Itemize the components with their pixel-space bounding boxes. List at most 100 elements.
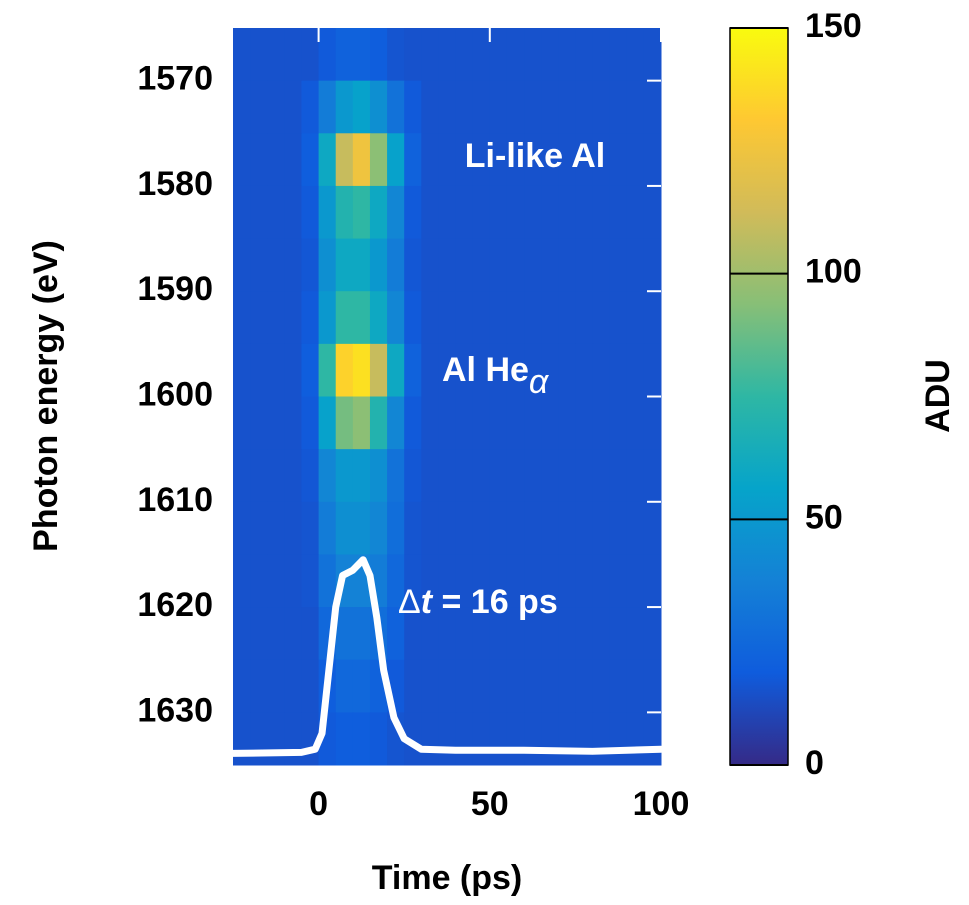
heatmap-cell <box>472 396 491 450</box>
heatmap-cell <box>541 291 559 345</box>
x-tick-label: 0 <box>309 785 328 823</box>
heatmap-cell <box>455 28 474 82</box>
heatmap-cell <box>643 80 662 134</box>
heatmap-cell <box>609 28 628 82</box>
heatmap-cell <box>421 185 439 240</box>
heatmap-cell <box>558 343 576 397</box>
heatmap-cell <box>421 28 439 82</box>
heatmap-cell <box>524 343 542 397</box>
heatmap-cell <box>506 238 525 292</box>
heatmap-cell <box>558 80 576 134</box>
heatmap-cell <box>524 291 542 345</box>
heatmap-cell <box>438 607 457 661</box>
heatmap-cell <box>489 238 508 292</box>
heatmap-cell <box>250 712 268 766</box>
heatmap-cell <box>609 449 628 503</box>
heatmap-cell <box>506 133 525 187</box>
heatmap-cell <box>626 449 645 503</box>
heatmap-cell <box>609 659 628 713</box>
heatmap-cell <box>626 501 645 555</box>
heatmap-cell <box>404 238 422 292</box>
heatmap-cell <box>609 501 628 555</box>
heatmap-cell <box>643 449 662 503</box>
heatmap-cell <box>233 80 251 134</box>
heatmap-cell <box>352 291 371 345</box>
heatmap-cell <box>558 291 576 345</box>
heatmap-cell <box>438 501 457 555</box>
heatmap-cell <box>489 291 508 345</box>
colorbar-tick-label: 0 <box>805 744 824 782</box>
heatmap-cell <box>233 291 251 345</box>
heatmap-cell <box>284 28 302 82</box>
heatmap-cell <box>609 185 628 240</box>
heatmap-cell <box>472 80 491 134</box>
heatmap-cell <box>643 291 662 345</box>
heatmap-cell <box>626 291 645 345</box>
heatmap-cell <box>575 185 594 240</box>
heatmap-cell <box>284 80 302 134</box>
annotation-italic: t <box>421 583 434 621</box>
heatmap-cell <box>301 501 320 555</box>
heatmap-cell <box>284 291 302 345</box>
y-tick-label: 1620 <box>137 586 213 624</box>
heatmap-cell <box>438 712 457 766</box>
heatmap-cell <box>404 449 422 503</box>
heatmap-cell <box>489 185 508 240</box>
heatmap-cell <box>558 185 576 240</box>
heatmap-cell <box>318 396 337 450</box>
heatmap-cell <box>233 449 251 503</box>
heatmap-cell <box>643 185 662 240</box>
heatmap-cell <box>541 659 559 713</box>
heatmap-cell <box>592 28 611 82</box>
heatmap-cell <box>387 343 405 397</box>
heatmap-cell <box>489 80 508 134</box>
heatmap-cell <box>352 28 371 82</box>
heatmap-cell <box>575 607 594 661</box>
heatmap-cell <box>626 80 645 134</box>
heatmap-cell <box>250 28 268 82</box>
y-tick-label: 1610 <box>137 481 213 519</box>
heatmap-cell <box>387 291 405 345</box>
heatmap-cell <box>643 607 662 661</box>
heatmap-cell <box>541 28 559 82</box>
heatmap-cell <box>472 28 491 82</box>
heatmap-cell <box>506 343 525 397</box>
heatmap-cell <box>352 343 371 397</box>
heatmap-cell <box>233 28 251 82</box>
heatmap-cell <box>626 238 645 292</box>
heatmap-cell <box>643 396 662 450</box>
heatmap-cell <box>541 343 559 397</box>
heatmap-cell <box>233 554 251 608</box>
heatmap-cell <box>284 449 302 503</box>
y-tick-label: 1590 <box>137 270 213 308</box>
heatmap-cell <box>489 133 508 187</box>
heatmap-cell <box>352 396 371 450</box>
heatmap-cell <box>404 185 422 240</box>
heatmap-cell <box>250 133 268 187</box>
heatmap-cell <box>267 185 285 240</box>
heatmap-cell <box>284 185 302 240</box>
heatmap-cell <box>250 185 268 240</box>
heatmap-cell <box>421 554 439 608</box>
heatmap-cell <box>592 80 611 134</box>
colorbar-tick-label: 150 <box>805 7 862 45</box>
heatmap-cell <box>318 80 337 134</box>
heatmap-cell <box>267 712 285 766</box>
heatmap-cell <box>404 554 422 608</box>
heatmap-cell <box>472 185 491 240</box>
heatmap-cell <box>472 133 491 187</box>
heatmap-cell <box>233 659 251 713</box>
heatmap-cell <box>369 449 388 503</box>
heatmap-cell <box>626 607 645 661</box>
heatmap-cell <box>643 501 662 555</box>
heatmap-cell <box>575 133 594 187</box>
heatmap-cell <box>455 396 474 450</box>
heatmap-cell <box>352 449 371 503</box>
heatmap-cell <box>387 554 405 608</box>
annotation-text: = 16 ps <box>432 583 558 621</box>
heatmap-cell <box>404 396 422 450</box>
heatmap-cell <box>352 185 371 240</box>
y-tick-label: 1600 <box>137 375 213 413</box>
heatmap-cell <box>626 133 645 187</box>
